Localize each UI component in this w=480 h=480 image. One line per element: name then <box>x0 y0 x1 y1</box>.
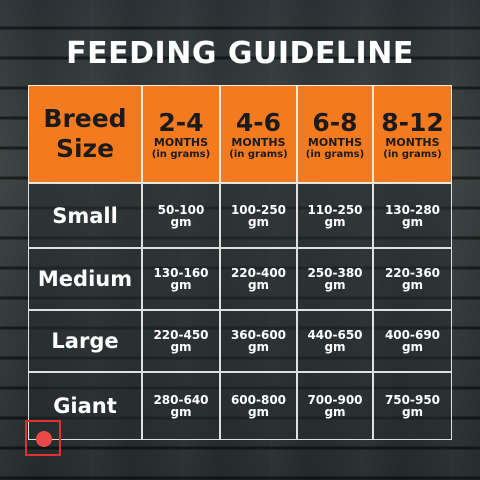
amount-text: 110-250 <box>307 202 363 217</box>
age-unit: MONTHS <box>385 135 440 149</box>
amount-text: 250-380 <box>307 266 363 280</box>
amount-text: 130-160 <box>153 266 209 280</box>
amount-cell: 280-640 gm <box>142 372 220 440</box>
header-cell: 2-4 MONTHS (in grams) <box>142 85 220 183</box>
amount-cell: 50-100 gm <box>142 183 220 248</box>
amount-cell: 700-900 gm <box>297 372 373 440</box>
breed-cell: Medium <box>28 248 142 310</box>
age-range: 2-4 <box>158 107 204 137</box>
age-range: 8-12 <box>381 107 444 137</box>
amount-text: gm <box>247 405 270 419</box>
age-unit: MONTHS <box>231 135 286 149</box>
amount-text: 280-640 <box>153 393 209 407</box>
amount-cell: 600-800 gm <box>220 372 297 440</box>
corner-label: Breed <box>43 104 127 133</box>
amount-text: 130-280 <box>384 202 441 217</box>
breed-name: Medium <box>37 267 133 291</box>
unit-note: (in grams) <box>229 148 288 160</box>
breed-name: Small <box>52 203 118 228</box>
amount-cell: 220-400 gm <box>220 248 297 310</box>
amount-text: gm <box>247 340 270 354</box>
amount-text: 220-360 <box>384 266 441 280</box>
amount-cell: 250-380 gm <box>297 248 373 310</box>
unit-note: (in grams) <box>383 148 442 160</box>
age-unit: MONTHS <box>307 135 363 149</box>
amount-cell: 110-250 gm <box>297 183 373 248</box>
amount-text: gm <box>170 214 192 229</box>
amount-text: 100-250 <box>230 202 287 217</box>
amount-text: gm <box>401 278 424 292</box>
age-range: 4-6 <box>235 107 282 137</box>
amount-cell: 400-690 gm <box>373 310 452 372</box>
amount-cell: 220-360 gm <box>373 248 452 310</box>
amount-cell: 440-650 gm <box>297 310 373 372</box>
header-cell: 8-12 MONTHS (in grams) <box>373 85 452 183</box>
marker-dot <box>36 431 52 447</box>
amount-text: gm <box>401 214 424 229</box>
amount-text: 700-900 <box>307 393 363 407</box>
title: FEEDING GUIDELINE <box>66 36 414 71</box>
amount-cell: 130-280 gm <box>373 183 452 248</box>
amount-text: gm <box>247 214 270 229</box>
amount-cell: 750-950 gm <box>373 372 452 440</box>
amount-cell: 130-160 gm <box>142 248 220 310</box>
amount-text: gm <box>247 278 270 292</box>
amount-text: 220-400 <box>230 266 287 280</box>
amount-text: 400-690 <box>384 328 441 342</box>
breed-name: Giant <box>53 394 117 418</box>
header-cell: 6-8 MONTHS (in grams) <box>297 85 373 183</box>
breed-cell: Giant <box>28 372 142 440</box>
amount-text: 50-100 <box>157 202 205 217</box>
amount-text: gm <box>324 405 346 419</box>
amount-text: 600-800 <box>230 393 287 407</box>
corner-label: Size <box>55 134 115 163</box>
amount-text: 440-650 <box>307 328 363 342</box>
age-unit: MONTHS <box>153 135 209 149</box>
amount-text: gm <box>324 340 346 354</box>
amount-text: gm <box>170 278 192 292</box>
amount-text: 750-950 <box>384 393 441 407</box>
amount-text: gm <box>401 340 424 354</box>
amount-text: 220-450 <box>153 328 209 342</box>
amount-cell: 360-600 gm <box>220 310 297 372</box>
amount-text: gm <box>324 278 346 292</box>
amount-text: gm <box>324 214 346 229</box>
amount-text: gm <box>401 405 424 419</box>
breed-cell: Large <box>28 310 142 372</box>
marker <box>25 420 61 456</box>
amount-text: 360-600 <box>230 328 287 342</box>
amount-text: gm <box>170 340 192 354</box>
amount-cell: 100-250 gm <box>220 183 297 248</box>
unit-note: (in grams) <box>305 148 365 160</box>
breed-cell: Small <box>28 183 142 248</box>
header-cell: Breed Size <box>28 85 142 183</box>
header-cell: 4-6 MONTHS (in grams) <box>220 85 297 183</box>
age-range: 6-8 <box>312 107 358 137</box>
breed-name: Large <box>51 329 119 353</box>
feeding-table: Breed Size 2-4 MONTHS (in grams) 4-6 MONTHS (in… <box>28 85 452 440</box>
amount-cell: 220-450 gm <box>142 310 220 372</box>
unit-note: (in grams) <box>151 148 211 160</box>
amount-text: gm <box>170 405 192 419</box>
